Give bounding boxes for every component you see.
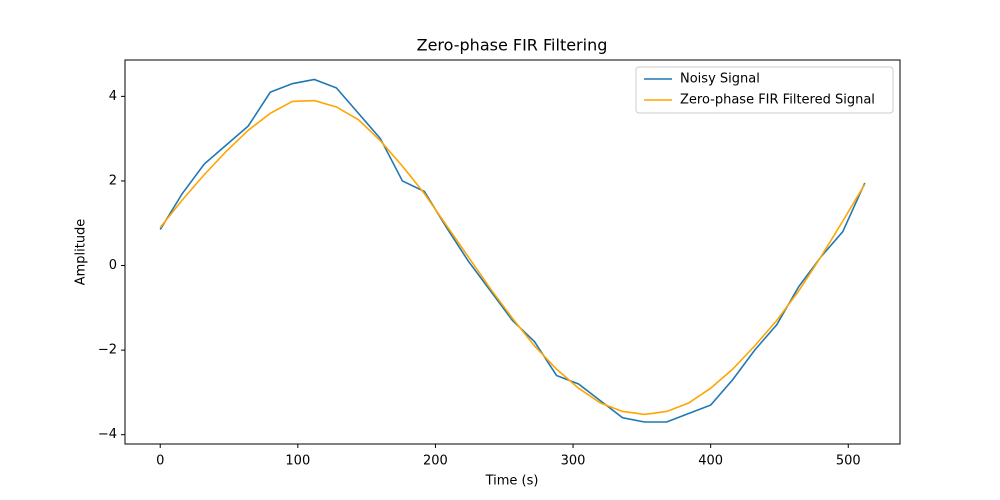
legend-label: Noisy Signal: [680, 72, 760, 87]
y-tick-label: 4: [109, 89, 117, 104]
x-tick-label: 200: [423, 454, 448, 469]
y-tick-label: −2: [98, 343, 117, 358]
series-line: [159, 78, 866, 423]
x-tick-label: 300: [561, 454, 586, 469]
x-axis-label: Time (s): [485, 474, 539, 489]
y-tick-label: 2: [109, 173, 117, 188]
series-line: [159, 99, 866, 416]
x-tick-label: 100: [285, 454, 310, 469]
legend-box: [635, 66, 894, 114]
plot-frame: [124, 59, 901, 445]
x-tick-label: 400: [698, 454, 723, 469]
legend-label: Zero-phase FIR Filtered Signal: [680, 93, 875, 108]
chart-title: Zero-phase FIR Filtering: [417, 36, 608, 55]
y-tick-label: −4: [98, 427, 117, 442]
x-tick-label: 0: [156, 454, 164, 469]
x-tick-label: 500: [836, 454, 861, 469]
y-tick-label: 0: [109, 258, 117, 273]
y-axis-label: Amplitude: [74, 219, 89, 286]
